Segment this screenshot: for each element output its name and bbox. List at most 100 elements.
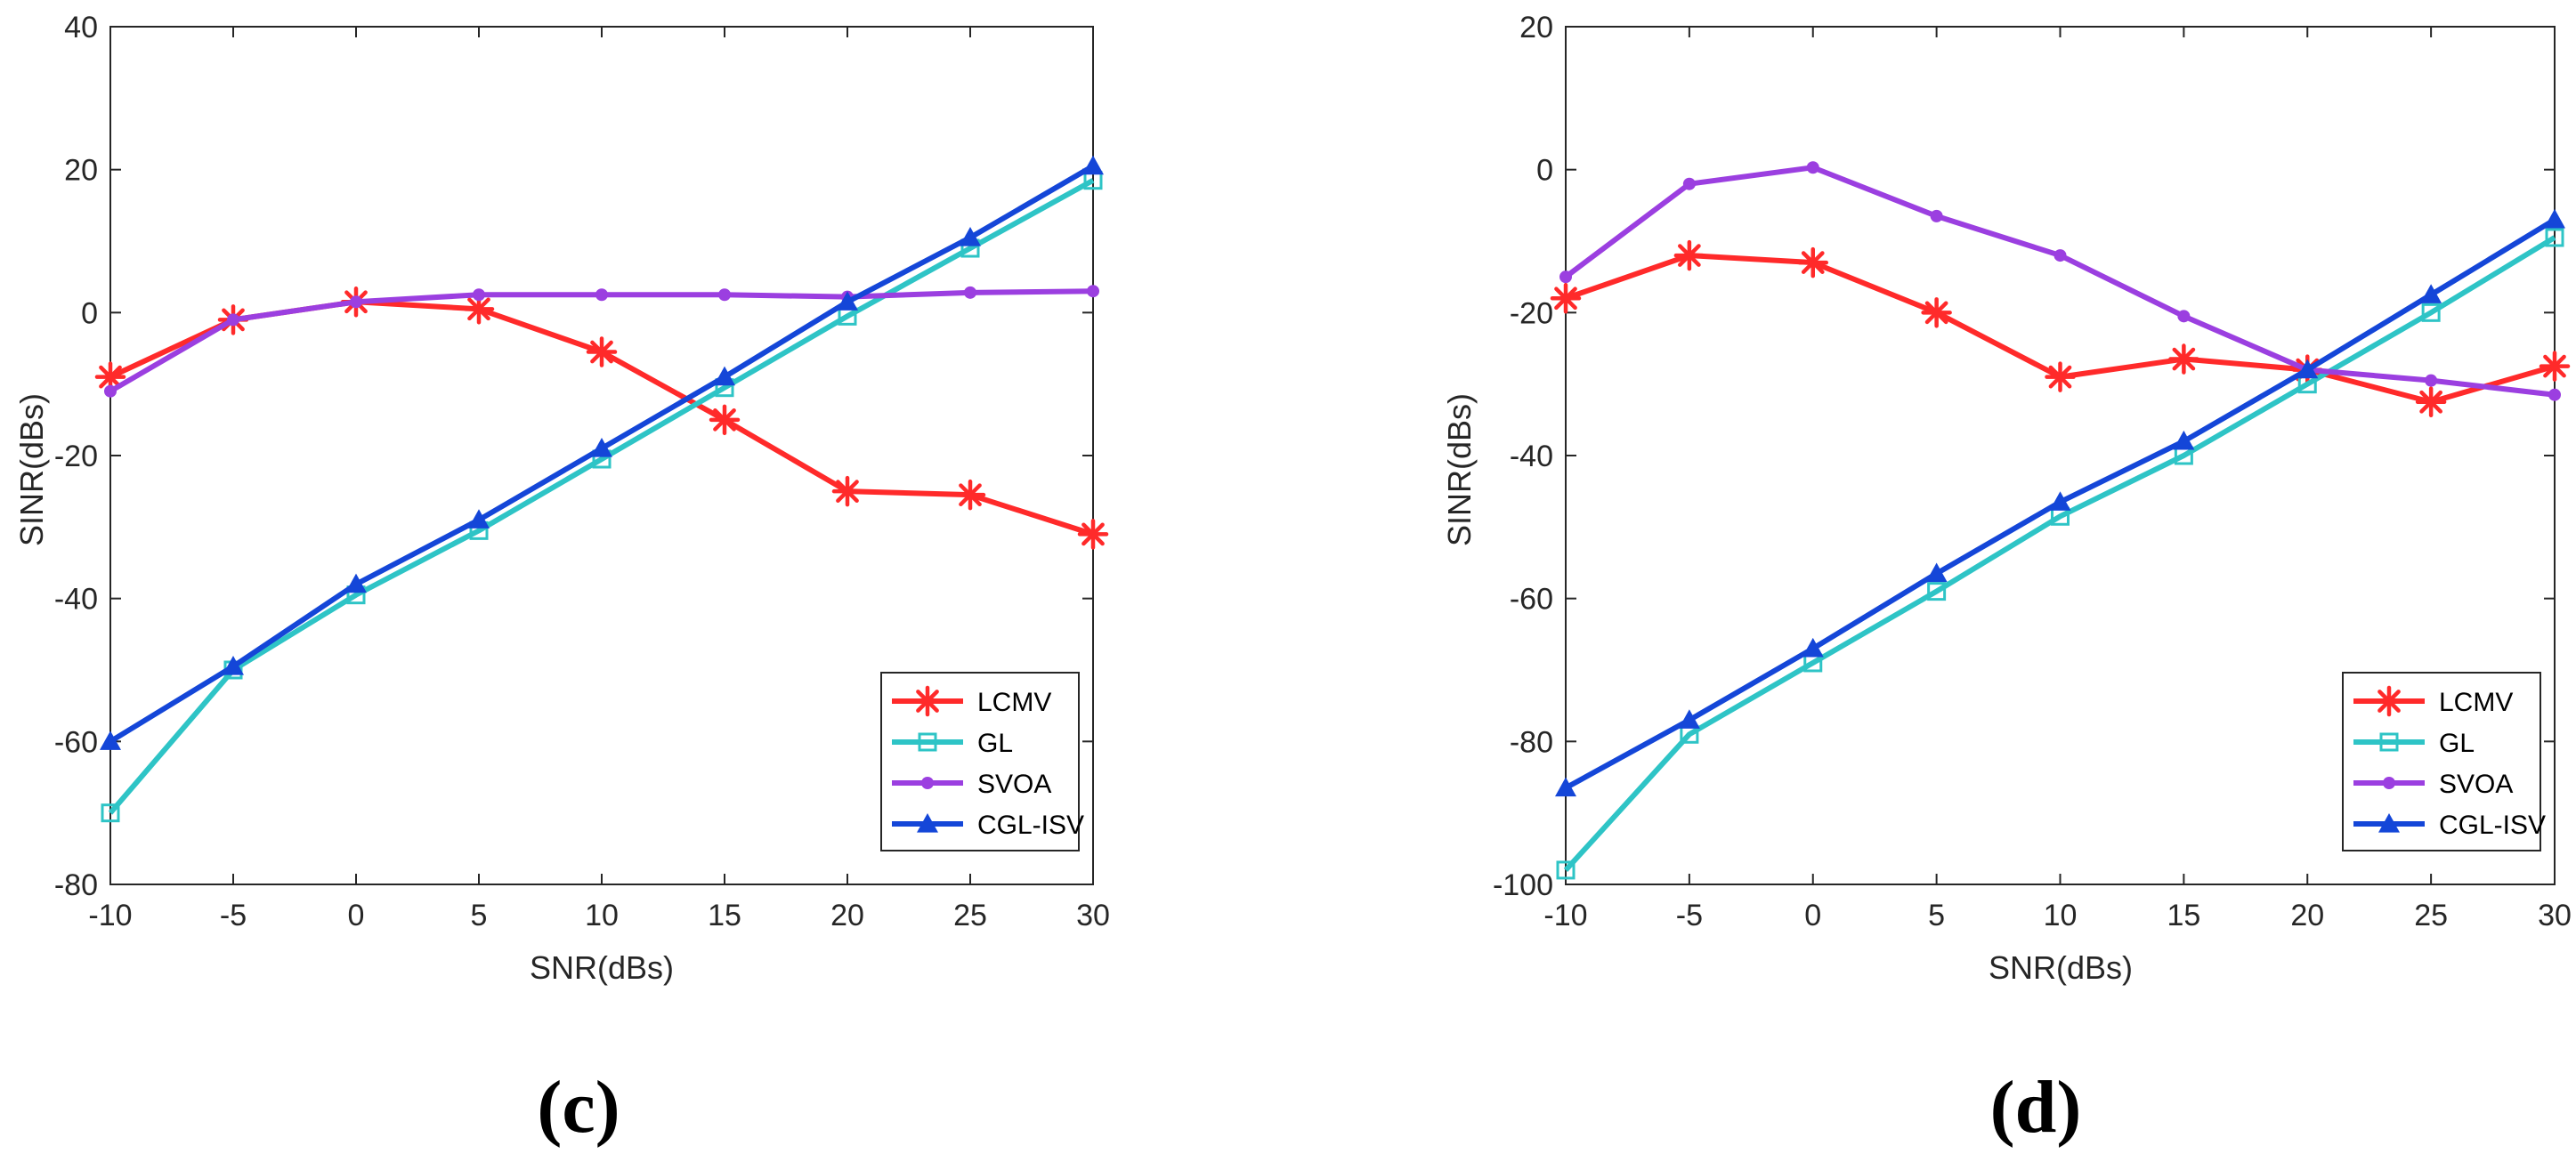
y-tick-label: -40 [54,583,98,617]
y-axis-label: SINR(dBs) [1441,393,1478,546]
legend-label: GL [977,729,1013,758]
legend-marker [917,813,938,833]
legend-marker [918,732,937,752]
legend-label: LCMV [2439,688,2513,717]
legend-entry-cgl-isv: CGL-ISV [2353,811,2546,840]
legend-entry-gl: GL [892,729,1013,758]
legend: LCMV GL SVOA CGL-ISV [880,672,1084,851]
y-tick-label: -80 [54,868,98,902]
series-svoa-point [2425,374,2438,387]
y-tick-label: -20 [54,440,98,473]
legend-label: CGL-ISV [2439,811,2546,840]
series-gl-point [101,803,120,823]
x-tick-label: 15 [2167,899,2200,932]
series-gl-point [2545,228,2564,247]
legend-entry-gl: GL [2353,729,2475,758]
x-tick-label: 5 [471,899,488,932]
series-gl-point [1927,582,1947,601]
x-tick-label: 30 [1076,899,1110,932]
series-cgl-isv-point [2297,359,2319,379]
legend-label: GL [2439,729,2475,758]
y-tick-label: -100 [1493,868,1553,902]
x-tick-label: -10 [88,899,132,932]
legend-label: SVOA [2439,770,2513,799]
series-svoa-point [964,286,976,299]
x-axis-label: SNR(dBs) [530,949,674,986]
panel-label: (d) [1990,1066,2082,1149]
legend-entry-cgl-isv: CGL-ISV [892,811,1084,840]
y-tick-label: -60 [1510,583,1553,617]
series-cgl-isv-point [468,509,490,529]
series-cgl-isv-point [345,573,367,593]
x-tick-label: 0 [348,899,365,932]
series-svoa-point [1930,209,1943,222]
panel-label: (c) [537,1066,620,1149]
x-axis-label: SNR(dBs) [1989,949,2133,986]
legend-entry-lcmv: LCMV [2353,685,2513,717]
x-tick-label: 30 [2538,899,2572,932]
y-tick-label: 0 [81,296,98,330]
legend-marker [2383,777,2395,789]
series-gl-line [1563,235,2556,872]
series-lcmv-point [2168,343,2199,375]
series-svoa-point [2177,310,2191,323]
y-tick-label: 20 [1519,11,1553,44]
legend-marker [2378,813,2400,833]
series-svoa-point [2548,388,2561,401]
x-tick-label: 0 [1804,899,1821,932]
series-svoa-point [104,384,117,398]
series-svoa-point [350,295,362,309]
series-cgl-isv-point [1925,562,1948,583]
series-lcmv-point [2539,351,2571,382]
legend-marker [911,685,944,717]
y-axis-label: SINR(dBs) [13,393,50,546]
series-lcmv-point [954,479,986,511]
legend-label: LCMV [977,688,1051,717]
series-cgl-isv-point [2420,284,2442,303]
series-lcmv-point [1673,239,1705,271]
y-tick-label: -80 [1510,725,1553,759]
series-svoa-point [1559,270,1572,284]
x-tick-label: 20 [830,899,864,932]
legend-box [2342,672,2541,851]
series-lcmv-point [1797,246,1828,278]
series-lcmv-point [1921,297,1952,328]
x-tick-label: -10 [1543,899,1587,932]
legend: LCMV GL SVOA CGL-ISV [2342,672,2546,851]
series-cgl-isv-point [1082,155,1104,175]
series-svoa-point [1682,177,1696,190]
series-cgl-isv-point [100,730,121,750]
x-tick-label: 10 [2044,899,2078,932]
series-lcmv-point [1550,283,1582,314]
y-tick-label: -40 [1510,440,1553,473]
series-gl-point [2421,303,2441,322]
chart-panel-c: SINR(dBs) SNR(dBs) (c) -10 -5 0 5 10 15 20 25 30… [13,11,1110,1149]
series-cgl-isv-point [2049,491,2071,511]
series-cgl-isv-point [2173,430,2195,450]
series-cgl-isv-point [960,226,981,246]
series-cgl-isv-point [1802,637,1824,658]
x-tick-label: 10 [585,899,619,932]
series-lcmv-point [586,336,618,367]
x-tick-label: -5 [1676,899,1703,932]
series-svoa-point [1087,285,1099,298]
y-tick-label: -20 [1510,296,1553,330]
series-svoa-point [473,288,485,302]
series-cgl-isv-point [837,291,858,311]
series-cgl-isv-point [223,655,244,675]
legend-entry-svoa: SVOA [2353,770,2513,799]
legend-marker [2379,732,2399,752]
series-svoa-point [1806,161,1819,174]
series-cgl-isv-point [2544,208,2565,229]
series-svoa-point [227,313,239,327]
y-tick-label: 40 [64,11,98,44]
series-cgl-isv-point [714,366,735,386]
chart-panel-d: SINR(dBs) SNR(dBs) (d) -10 -5 0 5 10 15 20 25 30… [1441,11,2572,1149]
series-svoa-point [718,288,731,302]
legend-entry-svoa: SVOA [892,770,1051,799]
legend-marker [921,777,934,789]
series-cgl-isv-point [591,437,612,457]
legend-entry-lcmv: LCMV [892,685,1051,717]
series-lcmv-point [2415,386,2447,417]
